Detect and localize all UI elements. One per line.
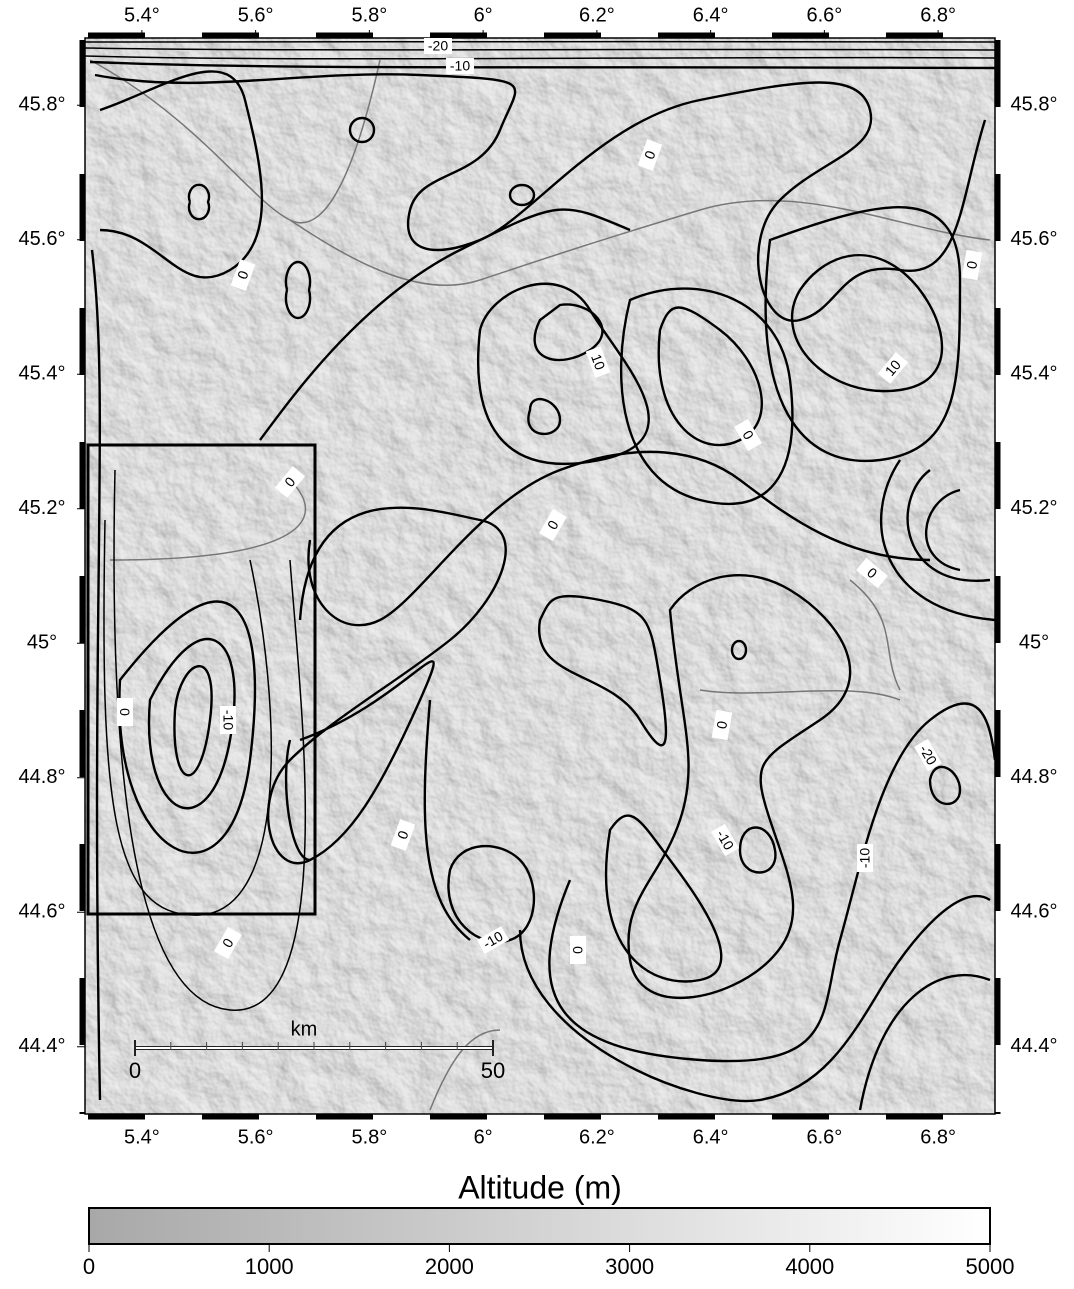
contour-label-text: 0 <box>570 946 586 954</box>
y-tick-label-left: 45.2° <box>19 497 66 519</box>
y-tick-label-left: 45° <box>27 632 57 654</box>
y-tick-label-right: 45° <box>1019 632 1049 654</box>
y-tick-label-right: 45.4° <box>1011 363 1058 385</box>
x-tick-label-bottom: 6.2° <box>579 1126 615 1148</box>
y-tick-label-right: 45.2° <box>1011 497 1058 519</box>
x-tick-label-top: 6.4° <box>693 4 729 26</box>
x-tick-label-bottom: 5.4° <box>124 1126 160 1148</box>
x-tick-label-top: 5.8° <box>351 4 387 26</box>
x-tick-label-top: 6.8° <box>920 4 956 26</box>
x-tick-label-bottom: 5.8° <box>351 1126 387 1148</box>
x-tick-label-bottom: 6.4° <box>693 1126 729 1148</box>
colorbar-tick-label: 2000 <box>425 1254 474 1279</box>
contour-label: -10 <box>220 706 236 734</box>
map-figure: 0 50 km Altitude (m) 5.4° 5.4° 5.6° 5.6° 5.8° 5… <box>0 0 1074 1284</box>
y-tick-label-left: 44.8° <box>19 766 66 788</box>
colorbar-tick-label: 1000 <box>245 1254 294 1279</box>
scale-unit: km <box>291 1018 318 1040</box>
y-tick-label-right: 45.8° <box>1011 94 1058 116</box>
scale-tick-label: 0 <box>129 1058 141 1083</box>
y-tick-label-right: 45.6° <box>1011 228 1058 250</box>
x-tick-label-bottom: 6.6° <box>806 1126 842 1148</box>
contour-label-text: -10 <box>450 58 470 74</box>
x-tick-label-bottom: 5.6° <box>238 1126 274 1148</box>
colorbar-title: Altitude (m) <box>458 1169 622 1205</box>
y-tick-label-left: 45.6° <box>19 228 66 250</box>
y-tick-label-left: 44.6° <box>19 901 66 923</box>
y-tick-label-left: 44.4° <box>19 1035 66 1057</box>
contour-label: 0 <box>117 698 133 726</box>
contour-label: -10 <box>446 58 474 74</box>
x-tick-label-top: 6.2° <box>579 4 615 26</box>
x-tick-label-top: 6° <box>474 4 493 26</box>
colorbar-tick-label: 5000 <box>966 1254 1015 1279</box>
colorbar <box>89 1208 990 1244</box>
x-tick-label-top: 5.6° <box>238 4 274 26</box>
scale-tick-label: 50 <box>481 1058 505 1083</box>
contour-label-text: -10 <box>220 710 236 730</box>
contour-label: -20 <box>424 38 452 54</box>
y-tick-label-right: 44.8° <box>1011 766 1058 788</box>
x-tick-label-bottom: 6° <box>474 1126 493 1148</box>
colorbar-tick-label: 0 <box>83 1254 95 1279</box>
y-tick-label-right: 44.4° <box>1011 1035 1058 1057</box>
y-tick-label-left: 45.8° <box>19 94 66 116</box>
y-tick-label-right: 44.6° <box>1011 901 1058 923</box>
colorbar-tick-label: 4000 <box>785 1254 834 1279</box>
x-tick-label-top: 6.6° <box>806 4 842 26</box>
contour-label: 0 <box>570 936 586 964</box>
x-tick-label-bottom: 6.8° <box>920 1126 956 1148</box>
y-tick-label-left: 45.4° <box>19 363 66 385</box>
contour-label-text: -20 <box>428 38 448 54</box>
x-tick-label-top: 5.4° <box>124 4 160 26</box>
contour-label-text: -10 <box>857 848 873 868</box>
contour-label-text: 0 <box>117 708 133 716</box>
contour-label: -10 <box>857 844 873 872</box>
colorbar-tick-label: 3000 <box>605 1254 654 1279</box>
